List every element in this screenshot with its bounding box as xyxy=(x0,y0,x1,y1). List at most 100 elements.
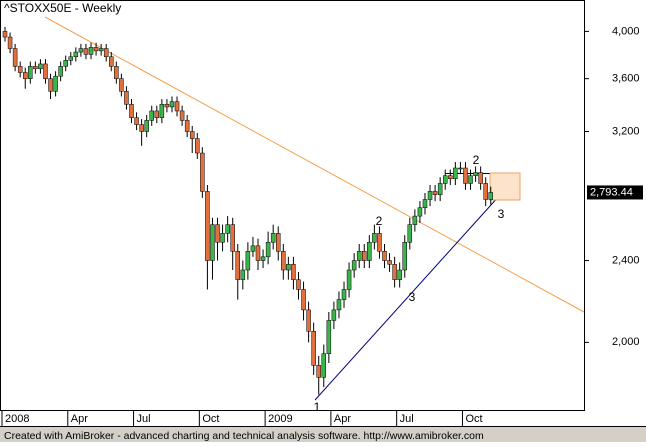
candle-body xyxy=(230,224,235,252)
candle-body xyxy=(316,365,321,378)
candle-body xyxy=(341,289,347,300)
candle-body xyxy=(286,264,291,271)
candle-body xyxy=(149,110,154,121)
candle-body xyxy=(109,56,114,67)
candle-body xyxy=(427,191,433,200)
candle-body xyxy=(311,331,316,366)
candle-body xyxy=(326,320,332,354)
candle-body xyxy=(468,175,473,184)
candle-body xyxy=(372,233,377,243)
candle-body xyxy=(458,167,463,170)
candle-body xyxy=(422,199,428,208)
y-tick-label: 3,200 xyxy=(612,125,640,137)
candle-body xyxy=(169,101,175,108)
candle-body xyxy=(377,233,382,252)
candle-body xyxy=(73,51,79,58)
candle-body xyxy=(235,251,241,280)
candle-body xyxy=(296,279,301,290)
candle-body xyxy=(184,120,190,132)
candle-body xyxy=(139,124,144,132)
candle-body xyxy=(417,207,423,217)
candle-body xyxy=(437,183,443,195)
x-tick-label: 2008 xyxy=(5,413,29,425)
candle-body xyxy=(306,309,311,332)
candle-body xyxy=(93,47,99,52)
candle-body xyxy=(336,299,342,311)
wave-label: 2 xyxy=(376,214,383,228)
candle-body xyxy=(119,78,124,92)
y-tick-label: 2,000 xyxy=(612,336,640,348)
chart-title: ^STOXX50E - Weekly xyxy=(4,1,121,15)
candle-body xyxy=(215,224,220,243)
wave-label: 3 xyxy=(498,207,505,221)
trend-line xyxy=(44,16,585,313)
candle-body xyxy=(453,167,458,180)
candle-body xyxy=(301,289,306,311)
candle-body xyxy=(331,309,337,321)
x-tick-label: Jul xyxy=(137,413,151,425)
candle-body xyxy=(200,152,205,192)
candle-body xyxy=(225,224,230,234)
candle-body xyxy=(412,215,418,225)
candle-body xyxy=(483,183,488,200)
candle-body xyxy=(159,104,165,118)
y-tick-label: 3,600 xyxy=(612,73,640,85)
plot-border xyxy=(0,0,585,411)
x-tick-label: Apr xyxy=(71,413,88,425)
last-value-label: 2,793.44 xyxy=(590,186,633,198)
y-tick-label: 2,400 xyxy=(612,254,640,266)
candle-body xyxy=(33,66,38,70)
candle-body xyxy=(124,91,129,105)
candle-body xyxy=(28,66,33,79)
candle-body xyxy=(367,241,372,261)
highlight-box xyxy=(489,172,521,201)
candle-body xyxy=(448,175,453,180)
candle-body xyxy=(129,104,134,118)
candle-body xyxy=(189,131,195,139)
candle-body xyxy=(98,48,104,52)
candle-body xyxy=(83,48,89,55)
candle-body xyxy=(17,66,23,73)
candle-body xyxy=(442,175,448,184)
candle-body xyxy=(174,101,180,112)
candle-body xyxy=(473,172,478,176)
candle-body xyxy=(179,110,185,121)
x-tick-label: Oct xyxy=(202,413,219,425)
wave-label: 3 xyxy=(409,290,416,304)
candle-body xyxy=(260,256,266,261)
candle-body xyxy=(407,224,413,243)
x-tick-label: Oct xyxy=(465,413,482,425)
candle-body xyxy=(210,224,215,261)
candle-body xyxy=(154,110,160,118)
candle-body xyxy=(291,264,296,280)
candle-body xyxy=(265,241,271,258)
candle-body xyxy=(321,353,327,378)
candle-body xyxy=(63,60,68,67)
candle-body xyxy=(463,167,468,184)
x-tick-label: 2009 xyxy=(268,413,292,425)
candle-body xyxy=(114,66,119,79)
candle-body xyxy=(240,269,246,280)
candle-body xyxy=(22,72,28,79)
candle-body xyxy=(88,47,94,55)
wave-label: 1 xyxy=(314,400,321,414)
candle-body xyxy=(382,251,387,261)
candle-body xyxy=(78,48,84,53)
candle-body xyxy=(53,75,58,92)
candle-body xyxy=(275,233,281,252)
candle-body xyxy=(478,172,483,184)
trend-line xyxy=(314,194,501,401)
candle-body xyxy=(2,31,8,38)
x-tick-label: Apr xyxy=(334,413,351,425)
candle-body xyxy=(58,66,63,77)
candle-body xyxy=(144,120,149,132)
candle-body xyxy=(387,260,392,265)
candle-body xyxy=(38,63,43,70)
candle-body xyxy=(205,191,210,261)
candle-body xyxy=(397,269,402,280)
candle-body xyxy=(255,245,261,261)
last-value-box xyxy=(587,185,643,200)
candle-body xyxy=(392,264,397,280)
candle-body xyxy=(346,269,352,290)
candle-body xyxy=(270,233,276,243)
